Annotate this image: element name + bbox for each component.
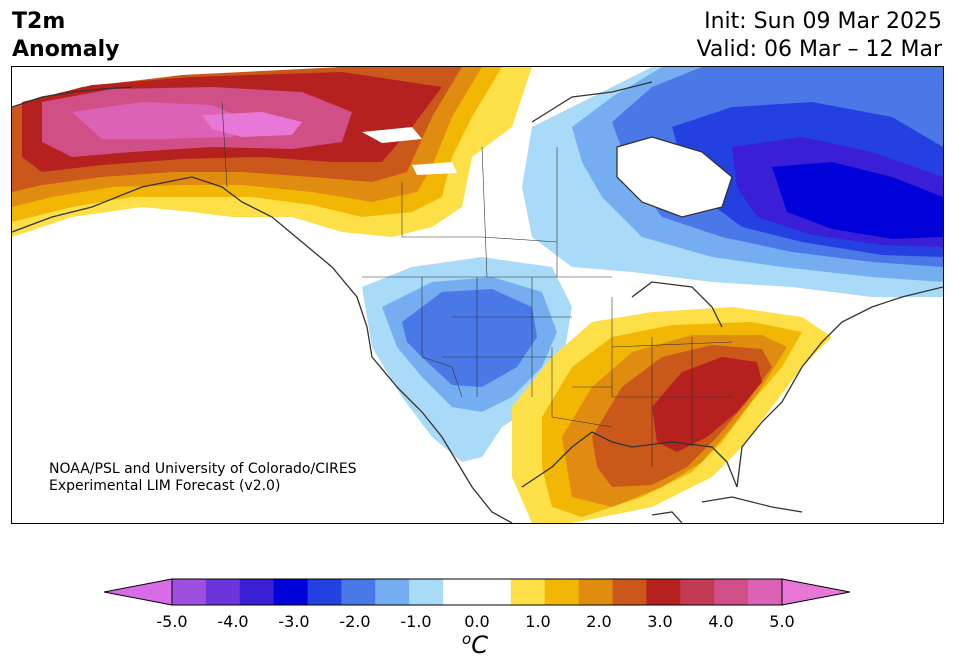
colorbar-segment (748, 579, 783, 605)
colorbar-max-arrow (781, 578, 851, 606)
map-title: T2m Anomaly (12, 8, 119, 64)
credit-text: NOAA/PSL and University of Colorado/CIRE… (49, 461, 357, 495)
colorbar-tick-label: 3.0 (647, 612, 673, 631)
warm-red-region-se (652, 357, 762, 452)
units-letter: C (471, 631, 488, 659)
colorbar-segment (375, 579, 410, 605)
colorbar-tick-label: 4.0 (708, 612, 734, 631)
warm-hotpink-region-nw (202, 112, 302, 137)
units-label: oC (462, 630, 488, 659)
coastlines (12, 81, 943, 523)
colorbar-tick-label: -2.0 (339, 612, 371, 631)
colorbar-segment (307, 579, 342, 605)
colorbar-segment (612, 579, 647, 605)
credit-line-1: NOAA/PSL and University of Colorado/CIRE… (49, 461, 357, 477)
colorbar-tick-label: 2.0 (586, 612, 612, 631)
colorbar-segment (680, 579, 715, 605)
colorbar-segment (172, 579, 207, 605)
colorbar-segment (578, 579, 614, 605)
colorbar-svg (103, 578, 851, 606)
colorbar-segment (510, 579, 546, 605)
colorbar-segment (409, 579, 444, 605)
hudson-blank (617, 137, 732, 217)
warm-magenta-region-nw (72, 102, 252, 139)
units-degree: o (462, 630, 472, 648)
colorbar-segment (443, 579, 478, 605)
colorbar-tick-label: 5.0 (769, 612, 795, 631)
valid-range: Valid: 06 Mar – 12 Mar (696, 37, 942, 62)
lake-blank-2 (412, 162, 457, 175)
map-svg (12, 67, 943, 523)
colorbar-tick-label: -5.0 (156, 612, 188, 631)
title-subtitle: Anomaly (12, 37, 120, 62)
colorbar-segment (646, 579, 681, 605)
colorbar-tick-label: -1.0 (400, 612, 432, 631)
colorbar-tick-label: 0.0 (464, 612, 490, 631)
init-date: Init: Sun 09 Mar 2025 (704, 9, 942, 34)
colorbar-tick-label: -4.0 (217, 612, 249, 631)
colorbar-tick-label: 1.0 (525, 612, 551, 631)
colorbar-segment (205, 579, 241, 605)
colorbar-segment (544, 579, 580, 605)
colorbar-tick-label: -3.0 (278, 612, 310, 631)
title-variable: T2m (12, 9, 66, 34)
anomaly-map (11, 66, 944, 524)
cold-blue-region-w (402, 289, 537, 387)
colorbar-frame (171, 578, 783, 606)
colorbar (103, 577, 851, 611)
colorbar-segment (239, 579, 275, 605)
colorbar-segment (273, 579, 309, 605)
colorbar-min-arrow (103, 578, 173, 606)
colorbar-segment (714, 579, 749, 605)
lake-blank-1 (362, 127, 422, 143)
cold-deepblue-region-ne (772, 162, 943, 239)
colorbar-segment (341, 579, 376, 605)
credit-line-2: Experimental LIM Forecast (v2.0) (49, 478, 281, 494)
colorbar-segment (477, 579, 512, 605)
date-info: Init: Sun 09 Mar 2025 Valid: 06 Mar – 12… (697, 8, 942, 64)
admin-borders (221, 101, 733, 467)
